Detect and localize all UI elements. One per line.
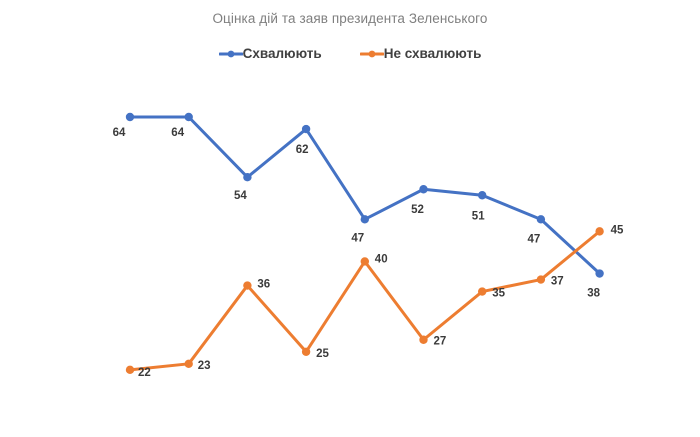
data-point-label: 38: [587, 288, 600, 300]
data-point-marker[interactable]: [595, 269, 604, 278]
data-point-label: 27: [434, 336, 447, 348]
data-point-label: 23: [198, 360, 211, 372]
data-point-marker[interactable]: [478, 287, 487, 296]
data-point-label: 52: [411, 204, 424, 216]
data-point-marker[interactable]: [301, 347, 311, 356]
data-point-marker[interactable]: [595, 227, 604, 236]
legend-item-disapprove[interactable]: Не схвалюють: [359, 46, 482, 62]
data-point-marker[interactable]: [125, 112, 135, 122]
data-point-label: 64: [113, 127, 126, 139]
data-point-marker[interactable]: [301, 124, 311, 134]
data-point-marker[interactable]: [125, 365, 135, 375]
legend-label-disapprove: Не схвалюють: [383, 46, 482, 62]
data-point-marker[interactable]: [419, 335, 428, 344]
series-line-disapprove: [128, 229, 602, 372]
series-layer: [125, 112, 604, 375]
legend-marker-disapprove-icon: [359, 50, 384, 58]
data-point-label: 45: [611, 224, 624, 236]
chart-title: Оцінка дій та заяв президента Зеленськог…: [212, 11, 488, 26]
data-point-marker[interactable]: [243, 173, 252, 182]
data-point-label: 54: [234, 190, 247, 202]
legend-label-approve: Схвалюють: [242, 46, 322, 62]
legend-marker-approve-icon: [218, 50, 243, 58]
data-point-marker[interactable]: [184, 112, 193, 122]
data-point-marker[interactable]: [243, 281, 252, 290]
data-label-layer: 64 64 54 62 47 52 51 47 38 22 23 36 25 40 27 35 37 45: [113, 127, 624, 379]
data-point-label: 36: [257, 279, 270, 291]
data-point-label: 62: [296, 144, 309, 156]
data-point-label: 22: [138, 367, 151, 379]
data-point-label: 37: [551, 276, 564, 288]
data-point-marker[interactable]: [536, 275, 546, 284]
data-point-label: 25: [316, 348, 329, 360]
data-point-marker[interactable]: [536, 215, 546, 224]
data-point-label: 40: [375, 253, 388, 265]
data-point-marker[interactable]: [360, 215, 369, 224]
data-point-label: 47: [528, 233, 541, 245]
chart-legend: Схвалюють Не схвалюють: [0, 47, 700, 61]
data-point-label: 51: [472, 210, 485, 222]
legend-item-approve[interactable]: Схвалюють: [218, 46, 322, 62]
data-point-marker[interactable]: [360, 257, 369, 266]
data-point-label: 64: [171, 127, 184, 139]
data-point-label: 35: [492, 288, 505, 300]
data-point-marker[interactable]: [478, 191, 487, 200]
data-point-label: 47: [351, 232, 364, 244]
data-point-marker[interactable]: [184, 359, 193, 369]
series-line-approve: [128, 115, 602, 276]
data-point-marker[interactable]: [419, 185, 428, 194]
